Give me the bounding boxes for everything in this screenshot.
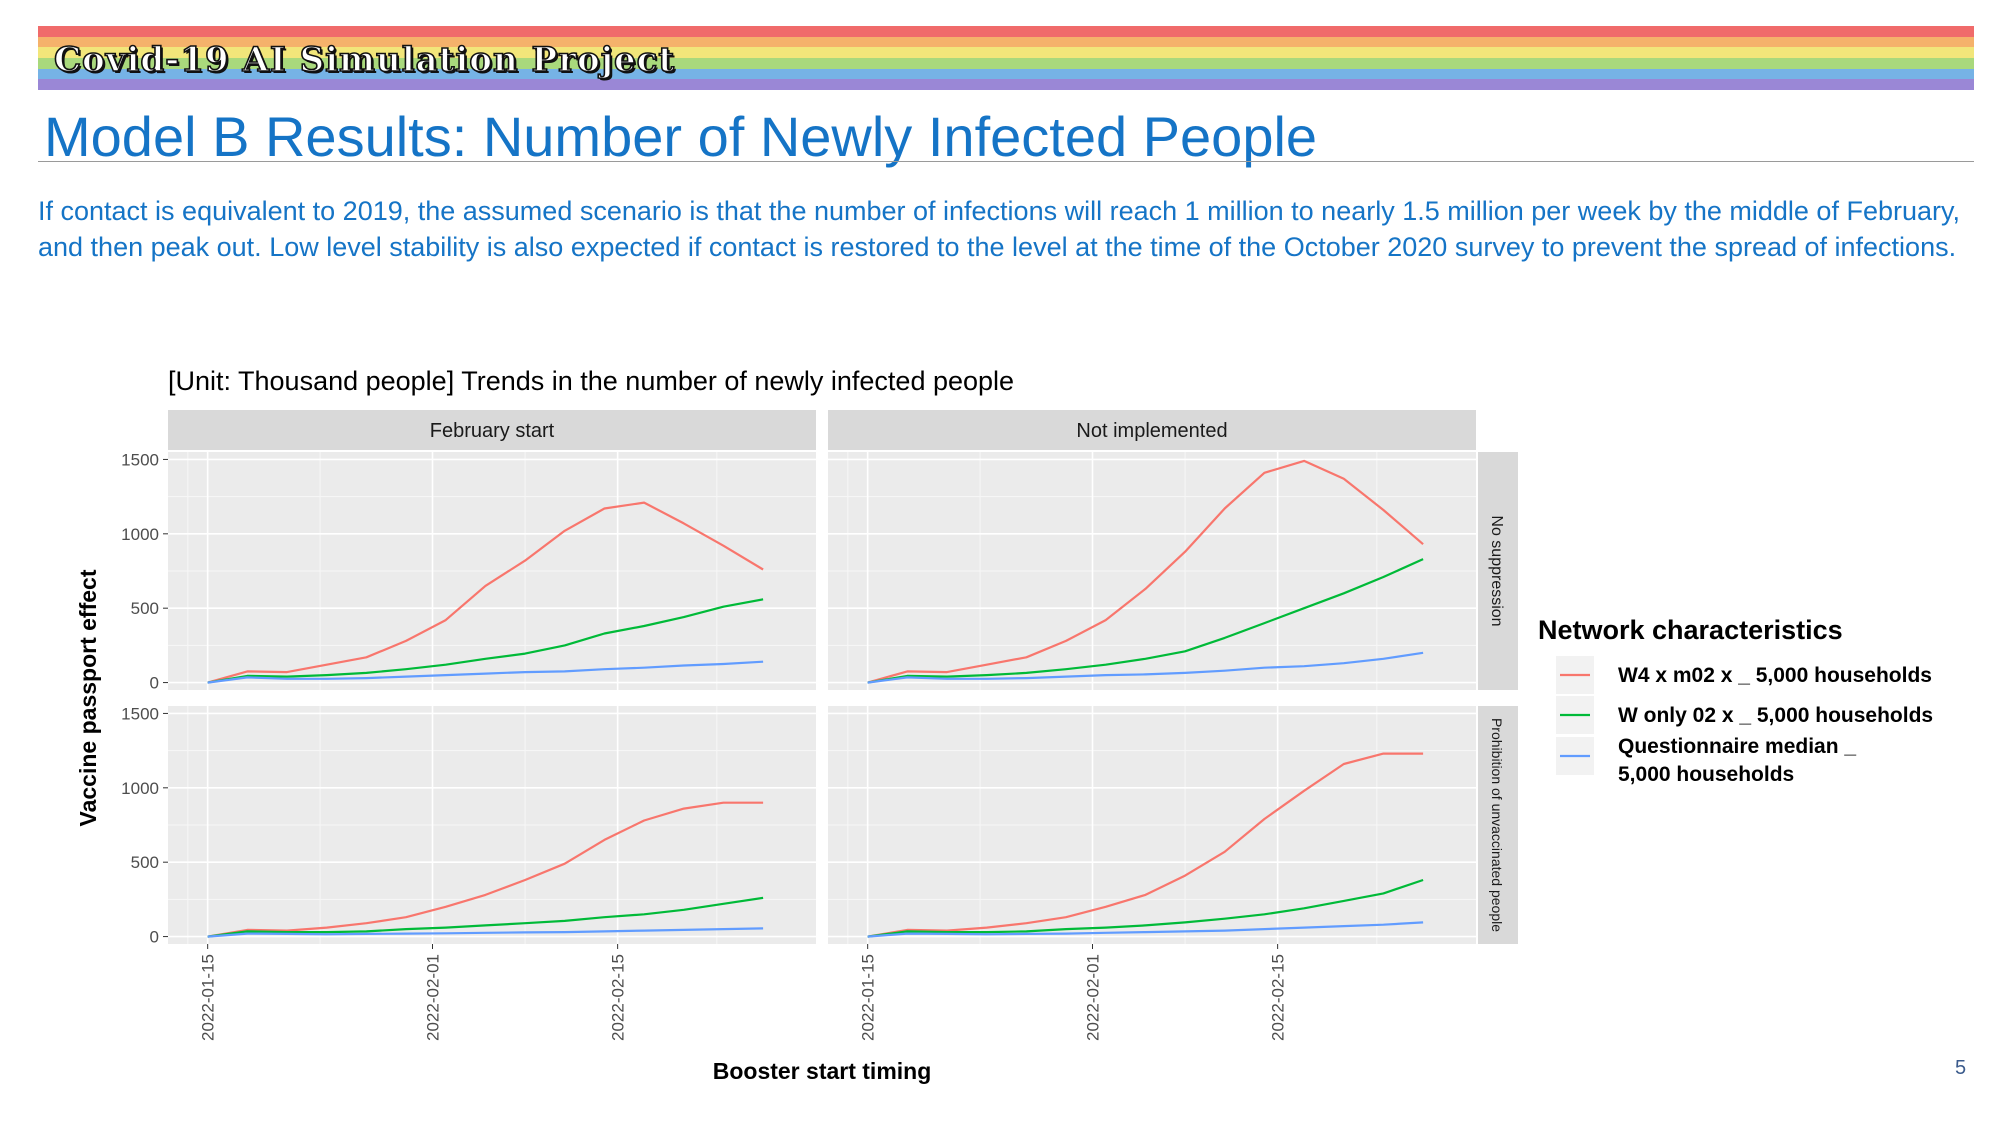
- y-tick-label: 500: [131, 599, 159, 618]
- legend-label: 5,000 households: [1618, 763, 1794, 786]
- y-tick-label: 1500: [121, 704, 159, 723]
- legend-label: Questionnaire median _: [1618, 735, 1856, 758]
- facet-column-label: Not implemented: [1076, 420, 1227, 442]
- x-tick-label: 2022-02-01: [1083, 954, 1102, 1041]
- x-axis-title: Booster start timing: [713, 1058, 932, 1084]
- banner-stripe: [38, 57, 1974, 69]
- series-line: [207, 927, 764, 938]
- banner-stripes: [38, 26, 1974, 90]
- facet-strip: [168, 410, 816, 450]
- y-tick-label: 0: [150, 928, 159, 947]
- series-line: [867, 878, 1424, 938]
- facet-column-label: February start: [430, 420, 555, 442]
- legend-title: Network characteristics: [1538, 615, 1843, 645]
- facet-row-label: Prohibition of unvaccinated people: [1489, 718, 1505, 932]
- series-line: [867, 459, 1424, 684]
- banner-stripe: [38, 26, 1974, 37]
- x-tick-label: 2022-02-15: [1269, 954, 1288, 1041]
- y-tick-label: 1000: [121, 525, 159, 544]
- y-tick-label: 0: [150, 674, 159, 693]
- legend-label: W4 x m02 x _ 5,000 households: [1618, 664, 1932, 687]
- facet-strip: [1478, 452, 1518, 690]
- banner-title: Covid-19 AI Simulation Project: [53, 39, 676, 81]
- x-tick-label: 2022-02-15: [609, 954, 628, 1041]
- series-line: [867, 921, 1424, 938]
- x-tick-label: 2022-01-15: [859, 954, 878, 1041]
- x-tick-label: 2022-02-01: [423, 954, 442, 1041]
- x-tick-label: 2022-01-15: [199, 954, 218, 1041]
- banner-stripe: [38, 36, 1974, 48]
- facet-strip: [1478, 706, 1518, 944]
- page-number: 5: [1955, 1057, 1967, 1079]
- series-line: [207, 660, 764, 684]
- series-line: [207, 501, 764, 684]
- facet-row-label: No suppression: [1488, 515, 1505, 626]
- legend-label: W only 02 x _ 5,000 households: [1618, 704, 1933, 727]
- series-line: [867, 558, 1424, 684]
- y-axis-title: Vaccine passport effect: [75, 569, 101, 826]
- slide-title: Model B Results: Number of Newly Infecte…: [44, 105, 1318, 168]
- banner-stripe: [38, 68, 1974, 80]
- series-line: [207, 598, 764, 684]
- series-line: [207, 896, 764, 938]
- y-tick-label: 500: [131, 853, 159, 872]
- series-line: [867, 752, 1424, 938]
- y-tick-label: 1000: [121, 779, 159, 798]
- title-divider: [38, 161, 1974, 162]
- banner-stripe: [38, 79, 1974, 90]
- banner-stripe: [38, 47, 1974, 58]
- y-tick-label: 1500: [121, 450, 159, 469]
- chart-title: [Unit: Thousand people] Trends in the nu…: [168, 366, 1014, 396]
- facet-strip: [828, 410, 1476, 450]
- intro-paragraph: If contact is equivalent to 2019, the as…: [38, 196, 1960, 262]
- series-line: [207, 801, 764, 938]
- series-line: [867, 651, 1424, 684]
